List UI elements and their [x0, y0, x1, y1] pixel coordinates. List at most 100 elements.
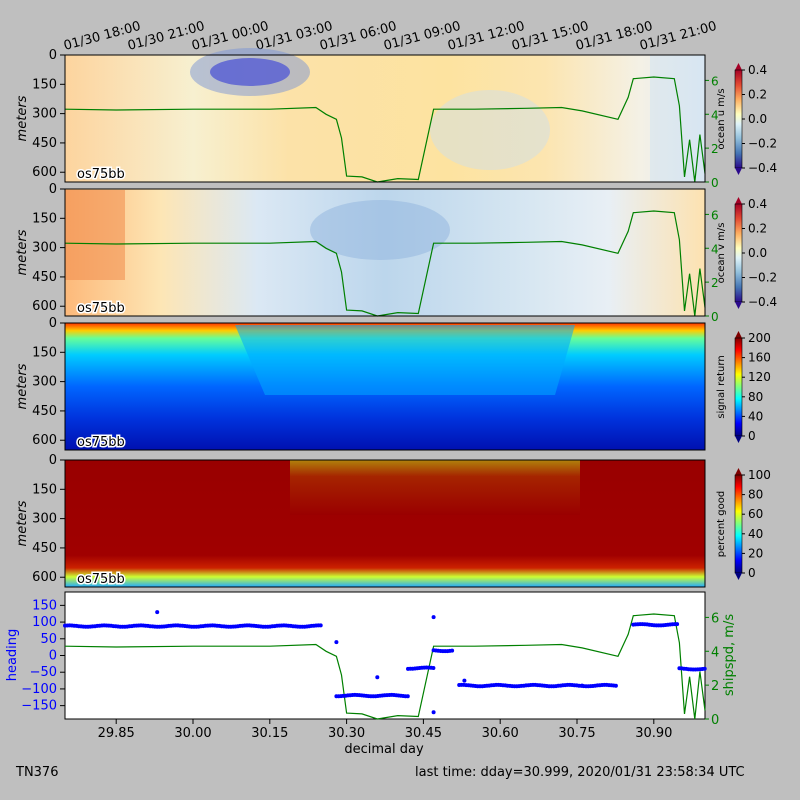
heading-point	[462, 678, 467, 683]
right-axis-tick-label: 4	[711, 108, 719, 122]
shipspd-tick-label: 4	[711, 645, 719, 660]
shipspd-axis-label: shipspd, m/s	[722, 614, 737, 696]
heading-point	[613, 683, 618, 688]
heading-point	[334, 640, 339, 645]
y-tick-label: 450	[32, 136, 57, 151]
colorbar-tick-label: 0	[748, 566, 756, 580]
colorbar-tick-label: 0.4	[748, 197, 767, 211]
heading-tick-label: 50	[40, 632, 57, 647]
colorbar-tick-label: −0.2	[748, 271, 777, 285]
heading-point	[431, 666, 436, 670]
colorbar-tick-label: 0.4	[748, 63, 767, 77]
y-tick-label: 300	[32, 375, 57, 390]
y-tick-label: 150	[32, 482, 57, 497]
x-tick-label: 30.45	[405, 726, 442, 741]
right-axis-tick-label: 0	[711, 176, 719, 190]
ship-speed-overlay-line	[64, 210, 706, 317]
colorbar-tick-label: 80	[748, 488, 763, 502]
y-tick-label: 450	[32, 270, 57, 285]
right-axis-tick-label: 6	[711, 208, 719, 222]
colorbar-min-arrow	[735, 573, 742, 580]
colorbar-tick-label: 80	[748, 390, 763, 404]
colorbar-min-arrow	[735, 436, 742, 443]
ocean-u-patch	[430, 90, 550, 170]
colorbar-tick-label: −0.4	[748, 161, 777, 175]
heading-tick-label: −150	[21, 699, 57, 714]
last-time-stamp: last time: dday=30.999, 2020/01/31 23:58…	[415, 765, 745, 780]
y-tick-label: 300	[32, 241, 57, 256]
y-tick-label: 450	[32, 541, 57, 556]
colorbar	[734, 203, 743, 303]
x-axis-label: decimal day	[344, 742, 424, 757]
colorbar-label: ocean u m/s	[716, 88, 727, 149]
x-tick-label: 30.90	[635, 726, 672, 741]
colorbar-label: ocean v m/s	[716, 223, 727, 284]
heading-point	[318, 623, 323, 628]
x-tick-label: 30.00	[174, 726, 211, 741]
percent-good-panel	[65, 460, 705, 587]
colorbar	[734, 474, 743, 574]
colorbar-tick-label: 160	[748, 351, 771, 365]
heading-tick-label: −100	[21, 682, 57, 697]
right-axis-tick-label: 6	[711, 74, 719, 88]
heading-point	[675, 622, 680, 627]
heading-point	[405, 694, 410, 699]
colorbar-label: signal return	[716, 355, 727, 418]
ocean-v-panel	[65, 189, 705, 316]
y-tick-label: 600	[32, 165, 57, 180]
colorbar-tick-label: −0.4	[748, 295, 777, 309]
heading-point	[450, 648, 455, 653]
heading-tick-label: 0	[49, 649, 57, 664]
y-tick-label: 0	[49, 182, 57, 197]
shipspd-tick-label: 0	[711, 713, 719, 728]
y-tick-label: 300	[32, 512, 57, 527]
shipspd-tick-label: 2	[711, 679, 719, 694]
colorbar-tick-label: 200	[748, 331, 771, 345]
ocean-v-cool-patch	[310, 200, 450, 260]
colorbar-min-arrow	[735, 168, 742, 175]
colorbar-tick-label: 0.0	[748, 246, 767, 260]
instrument-label: os75bb	[77, 572, 125, 587]
heading-plot-area	[64, 591, 706, 720]
x-tick-label: 30.30	[328, 726, 365, 741]
ocean-v-warm-patch	[65, 190, 125, 280]
colorbar-min-arrow	[735, 302, 742, 309]
right-axis-tick-label: 2	[711, 276, 719, 290]
instrument-label: os75bb	[77, 167, 125, 182]
signal-return-panel	[65, 323, 705, 450]
colorbar-tick-label: 0	[748, 429, 756, 443]
y-tick-label: 150	[32, 77, 57, 92]
ocean-u-east-band	[650, 55, 705, 182]
colorbar	[734, 69, 743, 169]
panel-frame	[64, 459, 706, 588]
colorbar-tick-label: 60	[748, 507, 763, 521]
colorbar-max-arrow	[735, 468, 742, 475]
ship-speed-overlay-line	[64, 76, 706, 183]
heading-point	[702, 666, 707, 671]
heading-tick-label: 150	[32, 598, 57, 613]
x-tick-label: 29.85	[98, 726, 135, 741]
colorbar-tick-label: 40	[748, 527, 763, 541]
colorbar-max-arrow	[735, 197, 742, 204]
colorbar-tick-label: 120	[748, 370, 771, 384]
colorbar-tick-label: 0.0	[748, 112, 767, 126]
ocean-u-panel	[65, 48, 705, 182]
heading-point	[375, 675, 380, 680]
cruise-id: TN376	[16, 765, 59, 780]
heading-tick-label: −50	[30, 665, 57, 680]
y-tick-label: 0	[49, 316, 57, 331]
instrument-label: os75bb	[77, 435, 125, 450]
panel-frame	[64, 188, 706, 317]
right-axis-tick-label: 2	[711, 142, 719, 156]
ocean-u-jet-halo	[190, 48, 310, 96]
colorbar	[734, 337, 743, 437]
heading-point	[431, 710, 436, 715]
colorbar-tick-label: 100	[748, 468, 771, 482]
heading-tick-label: 100	[32, 615, 57, 630]
y-tick-label: 600	[32, 570, 57, 585]
y-tick-label: 300	[32, 107, 57, 122]
colorbar-tick-label: 0.2	[748, 88, 767, 102]
panel-frame	[64, 322, 706, 451]
